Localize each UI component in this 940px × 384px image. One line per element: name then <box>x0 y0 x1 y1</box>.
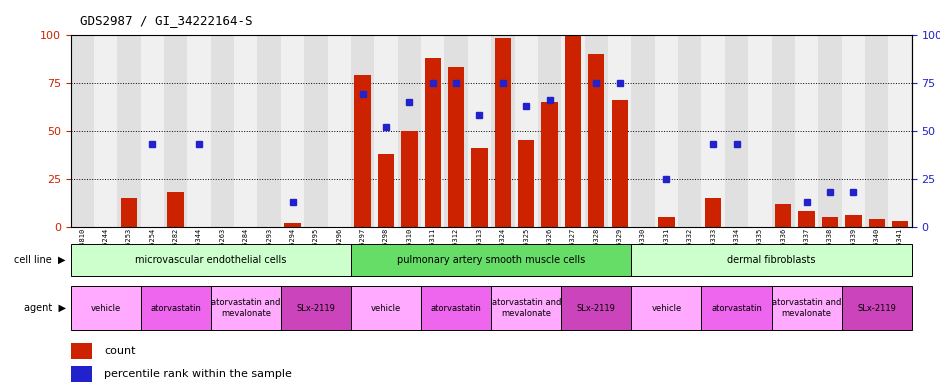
Bar <box>141 286 211 330</box>
Bar <box>187 35 211 227</box>
Text: microvascular endothelial cells: microvascular endothelial cells <box>135 255 287 265</box>
Bar <box>701 35 725 227</box>
Text: atorvastatin: atorvastatin <box>711 304 762 313</box>
Text: count: count <box>104 346 135 356</box>
Bar <box>445 35 468 227</box>
Text: vehicle: vehicle <box>371 304 401 313</box>
Bar <box>354 75 370 227</box>
Bar <box>118 35 141 227</box>
Bar <box>398 35 421 227</box>
Bar <box>561 286 632 330</box>
Bar <box>701 286 772 330</box>
Bar <box>120 198 137 227</box>
Text: dermal fibroblasts: dermal fibroblasts <box>728 255 816 265</box>
Text: atorvastatin and
mevalonate: atorvastatin and mevalonate <box>772 298 841 318</box>
Bar <box>70 343 91 359</box>
Bar <box>70 286 141 330</box>
Text: SLx-2119: SLx-2119 <box>577 304 616 313</box>
Bar <box>351 35 374 227</box>
Bar <box>632 244 912 276</box>
Bar <box>541 102 557 227</box>
Bar <box>491 35 514 227</box>
Bar <box>351 286 421 330</box>
Bar <box>518 140 534 227</box>
Text: agent  ▶: agent ▶ <box>24 303 66 313</box>
Bar <box>888 35 912 227</box>
Bar <box>421 35 445 227</box>
Bar <box>491 286 561 330</box>
Bar <box>772 35 795 227</box>
Bar <box>494 38 511 227</box>
Bar <box>705 198 721 227</box>
Bar <box>565 35 581 227</box>
Bar <box>822 217 838 227</box>
Bar <box>538 35 561 227</box>
Bar <box>772 286 841 330</box>
Bar <box>374 35 398 227</box>
Bar <box>841 286 912 330</box>
Bar <box>94 35 118 227</box>
Bar <box>658 217 675 227</box>
Text: vehicle: vehicle <box>651 304 682 313</box>
Bar <box>725 35 748 227</box>
Bar <box>561 35 585 227</box>
Bar <box>678 35 701 227</box>
Bar <box>655 35 678 227</box>
Bar <box>471 148 488 227</box>
Bar <box>281 35 305 227</box>
Bar <box>632 35 655 227</box>
Bar <box>632 286 701 330</box>
Bar <box>401 131 417 227</box>
Bar <box>468 35 491 227</box>
Bar <box>588 54 604 227</box>
Bar <box>608 35 632 227</box>
Bar <box>284 223 301 227</box>
Bar <box>865 35 888 227</box>
Bar <box>70 366 91 382</box>
Bar <box>327 35 351 227</box>
Bar <box>211 286 281 330</box>
Bar <box>892 221 908 227</box>
Bar <box>585 35 608 227</box>
Bar <box>164 35 187 227</box>
Bar <box>425 58 441 227</box>
Bar <box>378 154 394 227</box>
Bar <box>351 244 632 276</box>
Text: cell line  ▶: cell line ▶ <box>14 255 66 265</box>
Text: SLx-2119: SLx-2119 <box>857 304 896 313</box>
Bar <box>869 219 885 227</box>
Bar <box>841 35 865 227</box>
Bar <box>305 35 327 227</box>
Bar <box>141 35 164 227</box>
Bar <box>70 244 351 276</box>
Bar <box>748 35 772 227</box>
Bar <box>776 204 791 227</box>
Bar <box>281 286 351 330</box>
Text: percentile rank within the sample: percentile rank within the sample <box>104 369 292 379</box>
Text: GDS2987 / GI_34222164-S: GDS2987 / GI_34222164-S <box>80 14 253 27</box>
Text: pulmonary artery smooth muscle cells: pulmonary artery smooth muscle cells <box>397 255 586 265</box>
Bar <box>798 211 815 227</box>
Text: vehicle: vehicle <box>90 304 120 313</box>
Bar <box>612 100 628 227</box>
Text: atorvastatin and
mevalonate: atorvastatin and mevalonate <box>212 298 280 318</box>
Bar <box>70 35 94 227</box>
Bar <box>167 192 184 227</box>
Bar <box>421 286 491 330</box>
Bar <box>211 35 234 227</box>
Text: atorvastatin and
mevalonate: atorvastatin and mevalonate <box>492 298 561 318</box>
Text: SLx-2119: SLx-2119 <box>296 304 336 313</box>
Bar <box>795 35 819 227</box>
Bar <box>448 67 464 227</box>
Bar <box>845 215 862 227</box>
Bar <box>819 35 841 227</box>
Text: atorvastatin: atorvastatin <box>431 304 481 313</box>
Bar <box>234 35 258 227</box>
Bar <box>258 35 281 227</box>
Bar <box>514 35 538 227</box>
Text: atorvastatin: atorvastatin <box>150 304 201 313</box>
